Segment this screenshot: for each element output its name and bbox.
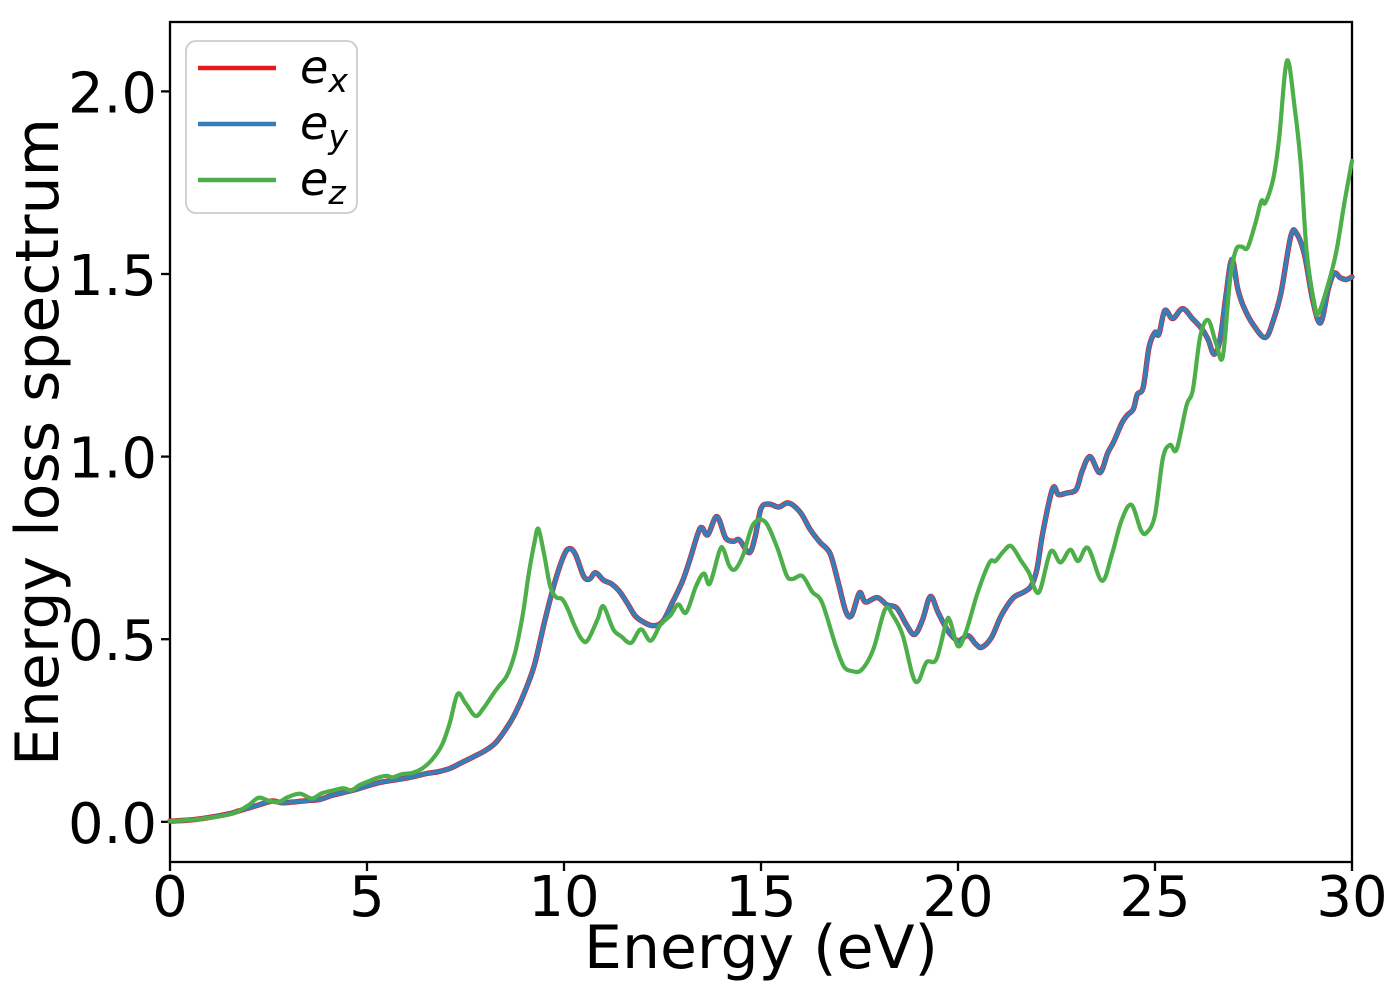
x-axis-ticks <box>168 862 1354 871</box>
curve-ez <box>167 58 1355 824</box>
legend-label-ex-base: e <box>300 40 328 94</box>
legend-label-ez-sub: z <box>327 173 346 212</box>
plot-border <box>168 20 1354 864</box>
legend-label-ez-base: e <box>300 152 328 206</box>
x-tick-label-0: 0 <box>152 865 188 930</box>
legend: ex ey ez <box>185 40 358 214</box>
curves <box>167 58 1355 824</box>
y-tick-label-4: 2.0 <box>68 61 157 126</box>
y-tick-label-3: 1.5 <box>68 244 157 309</box>
legend-label-ex: ex <box>300 40 348 100</box>
legend-label-ey-sub: y <box>327 117 348 156</box>
legend-label-ey-base: e <box>300 96 328 150</box>
x-tick-label-2: 10 <box>528 865 599 930</box>
x-axis-label: Energy (eV) <box>584 913 938 983</box>
y-tick-label-2: 1.0 <box>68 427 157 492</box>
y-axis-ticks <box>161 90 170 823</box>
x-axis-tick-labels: 0 5 10 15 20 25 30 <box>152 865 1387 930</box>
legend-label-ex-sub: x <box>327 61 348 100</box>
y-axis-tick-labels: 0.0 0.5 1.0 1.5 2.0 <box>68 61 157 856</box>
x-tick-label-4: 20 <box>922 865 993 930</box>
legend-label-ey: ey <box>300 96 348 156</box>
y-axis-label: Energy loss spectrum <box>3 118 73 766</box>
y-tick-label-1: 0.5 <box>68 609 157 674</box>
legend-box <box>185 40 358 214</box>
x-tick-label-3: 15 <box>725 865 796 930</box>
x-tick-label-1: 5 <box>349 865 385 930</box>
x-tick-label-5: 25 <box>1119 865 1190 930</box>
x-tick-label-6: 30 <box>1316 865 1387 930</box>
legend-label-ez: ez <box>300 152 346 212</box>
y-tick-label-0: 0.0 <box>68 792 157 857</box>
curve-ey <box>167 227 1355 824</box>
